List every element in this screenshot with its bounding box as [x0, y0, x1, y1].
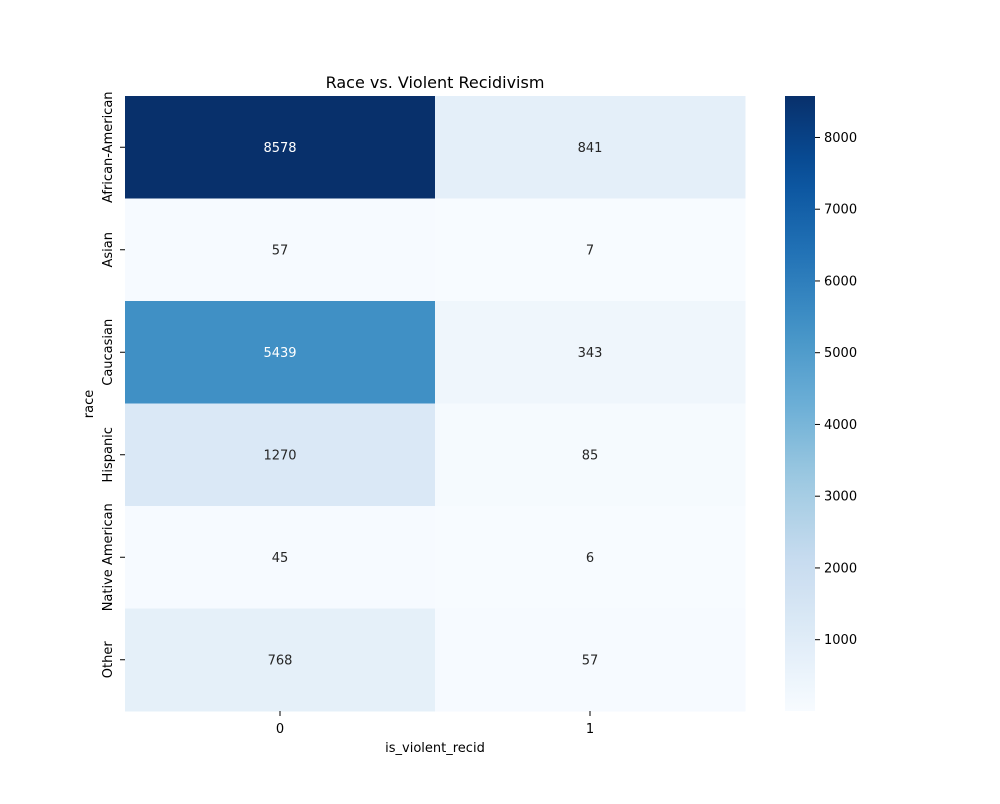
y-tick-label: Other [101, 641, 116, 679]
cell-value-label: 57 [582, 653, 599, 668]
y-tick-label: Hispanic [101, 427, 116, 482]
colorbar-tick-label: 1000 [824, 633, 857, 648]
colorbar-tick-label: 6000 [824, 274, 857, 289]
y-tick-label: African-American [101, 91, 116, 203]
cell-value-label: 85 [582, 448, 599, 463]
heatmap-cell-labels: 8578 841 57 7 5439 343 1270 85 45 6 768 57 [263, 141, 602, 669]
heatmap-cell-hispanic-0 [125, 403, 436, 507]
colorbar-tick-label: 4000 [824, 418, 857, 433]
colorbar-tick-label: 2000 [824, 561, 857, 576]
colorbar-tick-label: 7000 [824, 203, 857, 218]
cell-value-label: 841 [578, 141, 603, 156]
x-tick-label: 1 [586, 722, 594, 737]
y-tick-label: Native American [101, 503, 116, 611]
colorbar-tick-label: 3000 [824, 490, 857, 505]
cell-value-label: 57 [272, 243, 289, 258]
cell-value-label: 5439 [263, 346, 296, 361]
heatmap-cell-asian-1 [435, 198, 746, 302]
chart-title: Race vs. Violent Recidivism [326, 73, 545, 92]
heatmap-cell-other-1 [435, 608, 746, 712]
colorbar: 1000 2000 3000 4000 5000 6000 7000 8000 [785, 96, 857, 711]
colorbar-ticks: 1000 2000 3000 4000 5000 6000 7000 8000 [815, 131, 857, 648]
cell-value-label: 45 [272, 551, 289, 566]
heatmap-cell-other-0 [125, 608, 436, 712]
heatmap-cell-hispanic-1 [435, 403, 746, 507]
heatmap-cell-african-american-1 [435, 96, 746, 199]
heatmap-cell-native-american-1 [435, 506, 746, 609]
y-axis: African-American Asian Caucasian Hispanic Na… [101, 91, 125, 678]
cell-value-label: 343 [578, 346, 603, 361]
cell-value-label: 1270 [263, 448, 296, 463]
cell-value-label: 8578 [263, 141, 296, 156]
colorbar-tick-label: 5000 [824, 346, 857, 361]
heatmap-cells [125, 96, 746, 712]
cell-value-label: 7 [586, 243, 594, 258]
heatmap-cell-asian-0 [125, 198, 436, 302]
heatmap-cell-caucasian-1 [435, 301, 746, 404]
heatmap-cell-caucasian-0 [125, 301, 436, 404]
colorbar-gradient [785, 96, 815, 711]
x-tick-label: 0 [276, 722, 284, 737]
heatmap-cell-native-american-0 [125, 506, 436, 609]
y-axis-label: race [82, 390, 97, 418]
colorbar-tick-label: 8000 [824, 131, 857, 146]
cell-value-label: 768 [268, 653, 293, 668]
heatmap-cell-african-american-0 [125, 96, 436, 199]
cell-value-label: 6 [586, 551, 594, 566]
y-tick-label: Asian [101, 232, 116, 267]
x-axis-label: is_violent_recid [385, 741, 485, 756]
y-tick-label: Caucasian [101, 319, 116, 386]
